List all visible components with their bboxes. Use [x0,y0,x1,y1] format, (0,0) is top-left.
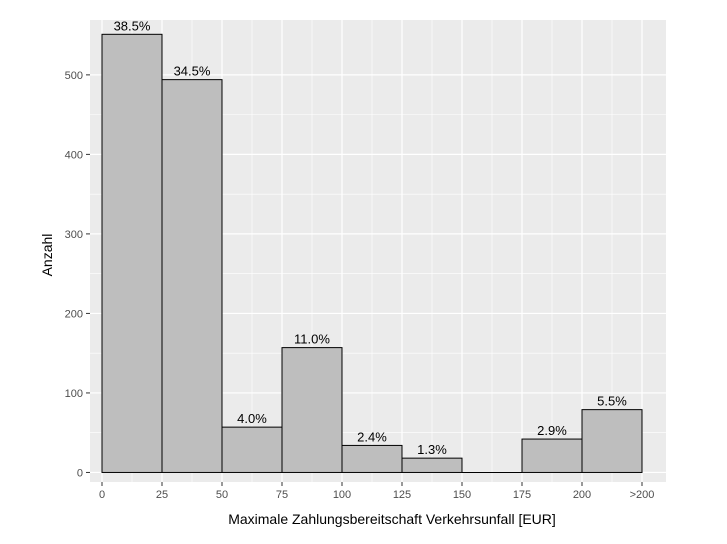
x-tick-label: 100 [333,489,351,501]
x-tick-label: >200 [630,489,655,501]
y-tick-label: 0 [77,467,83,479]
y-tick-label: 400 [65,149,83,161]
y-axis-title: Anzahl [39,234,55,277]
bar-percent-label: 4.0% [237,411,267,426]
histogram-bar [581,409,643,473]
x-tick-label: 75 [276,489,288,501]
x-tick-label: 50 [216,489,228,501]
x-tick-label: 0 [99,489,105,501]
bar-percent-label: 2.9% [537,423,567,438]
y-tick-label: 500 [65,70,83,82]
x-axis-title: Maximale Zahlungsbereitschaft Verkehrsun… [228,511,556,527]
y-tick-label: 100 [65,388,83,400]
bar-percent-label: 5.5% [597,394,627,409]
y-tick-label: 200 [65,308,83,320]
y-axis-ticks: 0 100 200 300 400 500 [65,70,90,479]
bar-percent-label: 2.4% [357,429,387,444]
histogram-bar [341,444,403,473]
bars [101,33,643,473]
bar-percent-label: 1.3% [417,442,447,457]
histogram-bar [281,347,343,473]
x-tick-label: 200 [573,489,591,501]
histogram-bar [521,438,583,473]
bar-labels: 38.5% 34.5% 4.0% 11.0% 2.4% 1.3% 2.9% 5.5% [114,18,628,457]
x-tick-label: 175 [513,489,531,501]
x-tick-label: 150 [453,489,471,501]
x-axis-ticks: 0 25 50 75 100 125 150 175 200 >200 [99,482,654,501]
x-tick-label: 125 [393,489,411,501]
bar-percent-label: 11.0% [294,332,330,347]
x-tick-label: 25 [156,489,168,501]
grid-minor [90,20,666,482]
histogram-bar [161,79,223,473]
bar-percent-label: 38.5% [114,18,151,33]
bar-percent-label: 34.5% [174,64,211,79]
histogram-bar [101,33,163,473]
histogram-bar [401,457,463,473]
histogram-bar [221,426,283,473]
y-tick-label: 300 [65,229,83,241]
